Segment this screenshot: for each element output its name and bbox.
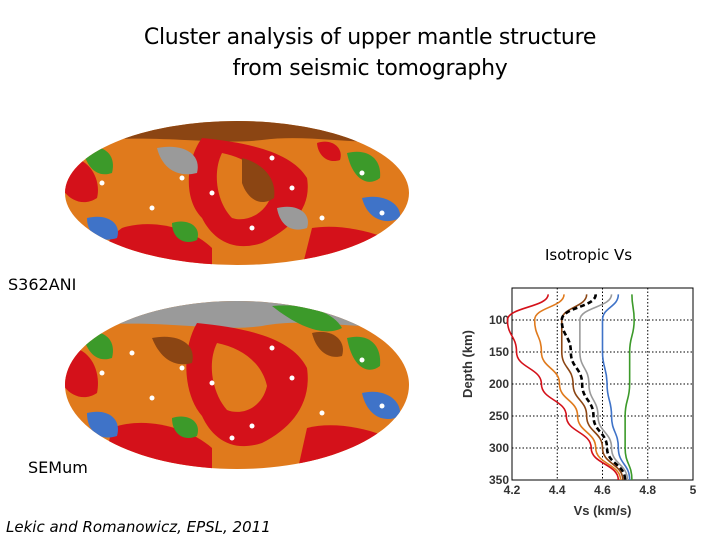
plot-frame: [511, 287, 694, 481]
series-line-4: [579, 294, 629, 481]
y-tick-label: 150: [489, 345, 509, 359]
x-tick-label: 5: [690, 483, 697, 497]
series-line-3: [560, 294, 627, 481]
series-line-6: [624, 294, 635, 481]
y-axis-label: Depth (km): [460, 330, 475, 398]
credit-text: Lekic and Romanowicz, EPSL, 2011: [6, 518, 271, 536]
map-semum: [65, 301, 409, 469]
vs-depth-chart: 4.2 4.4 4.6 4.8 5 100 150 200 250 300 350 Vs (km/s)…: [460, 287, 697, 518]
map-label-s362ani: S362ANI: [8, 275, 77, 294]
x-tick-label: 4.6: [594, 483, 611, 497]
series-line-5: [601, 294, 631, 481]
y-tick-label: 350: [489, 473, 509, 487]
map-s362ani: [65, 121, 409, 265]
y-tick-label: 200: [489, 377, 509, 391]
title-line-1: Cluster analysis of upper mantle structu…: [143, 25, 597, 50]
y-tick-label: 250: [489, 409, 509, 423]
series-line-1: [533, 294, 622, 481]
x-tick-label: 4.2: [504, 483, 521, 497]
series-line-0: [506, 294, 620, 481]
chart-heading: Isotropic Vs: [545, 246, 633, 264]
map-label-semum: SEMum: [28, 458, 88, 477]
slide-title: Cluster analysis of upper mantle structu…: [80, 22, 660, 84]
x-tick-label: 4.4: [549, 483, 566, 497]
x-axis-label: Vs (km/s): [574, 503, 632, 518]
y-tick-label: 100: [489, 313, 509, 327]
title-line-2: from seismic tomography: [232, 56, 508, 81]
y-tick-label: 300: [489, 441, 509, 455]
x-tick-label: 4.8: [639, 483, 656, 497]
